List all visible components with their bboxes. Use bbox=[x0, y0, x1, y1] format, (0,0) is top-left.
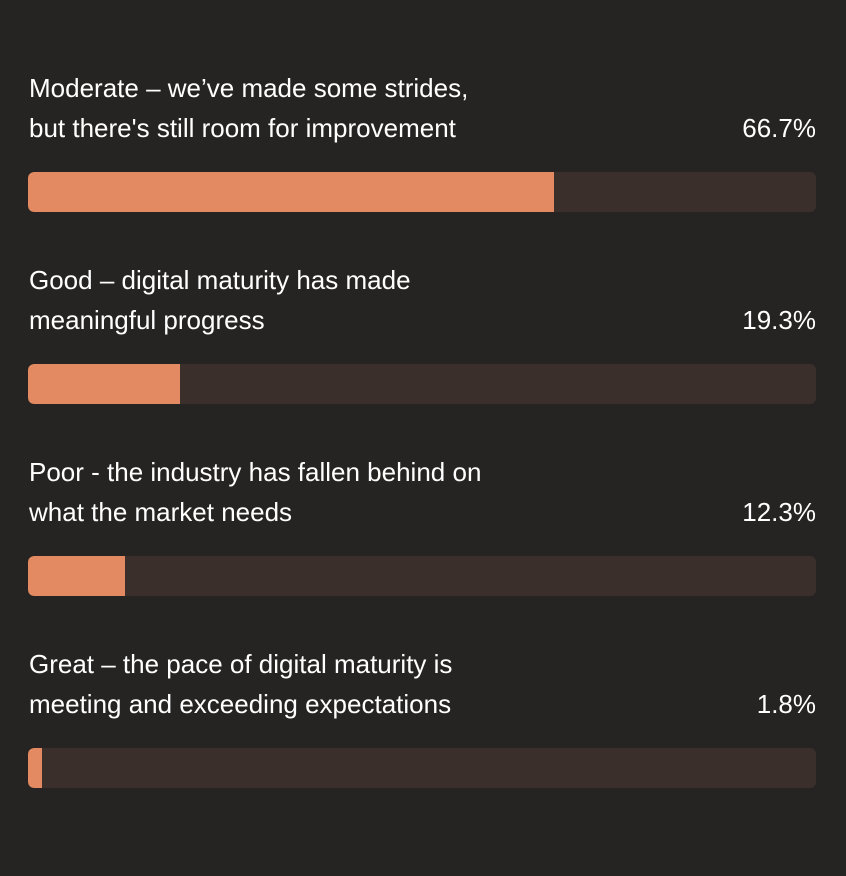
option-percentage: 66.7% bbox=[742, 113, 816, 143]
bar-fill bbox=[28, 364, 181, 404]
poll-option: Moderate – we’ve made some strides, but … bbox=[28, 68, 816, 260]
bar-track bbox=[28, 556, 816, 596]
option-label: Moderate – we’ve made some strides, but … bbox=[29, 73, 469, 143]
poll-option: Great – the pace of digital maturity is … bbox=[28, 644, 816, 836]
bar-track bbox=[28, 748, 816, 788]
poll-option: Poor - the industry has fallen behind on… bbox=[28, 452, 816, 644]
bar-fill bbox=[28, 556, 125, 596]
poll-results: Moderate – we’ve made some strides, but … bbox=[28, 68, 816, 836]
bar-track bbox=[28, 364, 816, 404]
option-percentage: 1.8% bbox=[756, 689, 816, 719]
option-label: Great – the pace of digital maturity is … bbox=[29, 649, 453, 719]
bar-track bbox=[28, 172, 816, 212]
option-percentage: 19.3% bbox=[742, 305, 816, 335]
option-percentage: 12.3% bbox=[742, 497, 816, 527]
option-label: Poor - the industry has fallen behind on… bbox=[29, 457, 482, 527]
bar-fill bbox=[28, 748, 43, 788]
bar-fill bbox=[28, 172, 554, 212]
option-label: Good – digital maturity has made meaning… bbox=[29, 265, 411, 335]
poll-option: Good – digital maturity has made meaning… bbox=[28, 260, 816, 452]
